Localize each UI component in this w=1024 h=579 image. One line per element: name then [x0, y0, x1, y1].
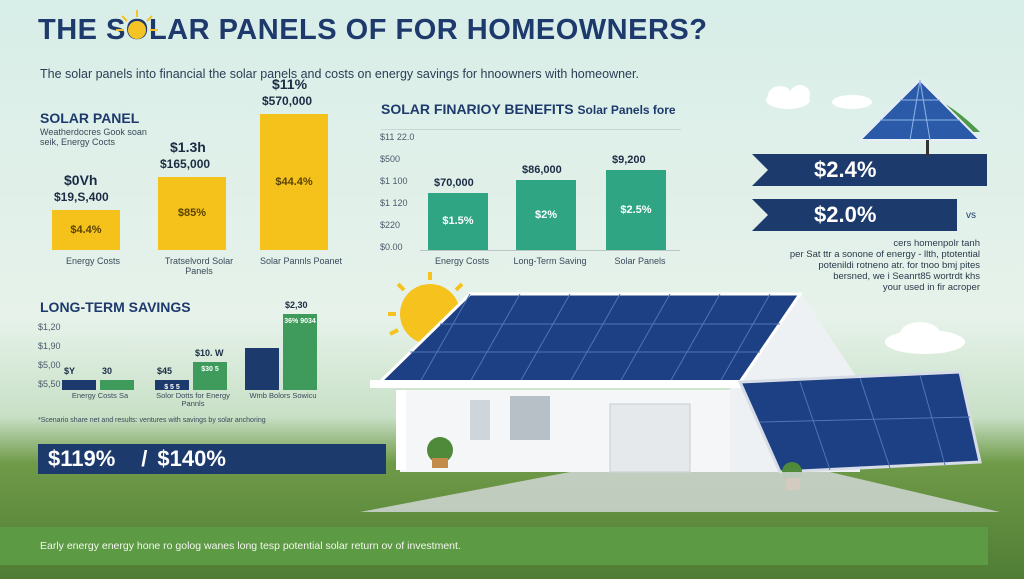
bar-top-label: $10. W	[195, 347, 224, 358]
y-tick-label: $1,20	[38, 322, 61, 332]
y-tick-label: $1,90	[38, 341, 61, 351]
x-tick-label: Solar Panels	[614, 256, 666, 266]
x-tick-label: Energy Costs	[434, 256, 490, 266]
y-tick-label: $1 120	[380, 198, 408, 208]
y-tick-label: $5,50	[38, 379, 61, 389]
y-tick-label: $0.00	[380, 242, 403, 252]
stat-banner-1: $2.4%	[752, 154, 987, 186]
bar-top-label: $19,S,400	[54, 190, 109, 204]
sun-icon	[116, 10, 158, 39]
bar-top-label: $2,30	[285, 300, 308, 311]
stat-banner-2-value: $2.0%	[814, 202, 877, 227]
y-tick-label: $220	[380, 220, 401, 230]
bar-top-label: 30	[102, 366, 113, 376]
bar-long-term-0-0	[62, 380, 96, 390]
bar-long-term-1-2: 36% 9034	[283, 314, 317, 390]
footer-banner: Early energy energy hone ro golog wanes …	[0, 527, 988, 565]
x-tick-label: Solar Pannls Poanet	[259, 256, 343, 266]
bar-long-term-1-1: $30 5	[193, 361, 227, 390]
savings-banner-a: $119%	[48, 446, 116, 471]
bar-top-label: $1.3h	[170, 138, 206, 155]
solar-panel-chart: $4.4% $0Vh $19,S,400 $85% $1.3h $165,000 $44.4…	[40, 76, 350, 280]
x-tick-label: Energy Costs Sa	[71, 391, 129, 400]
bar-top-label: $86,000	[522, 163, 562, 176]
bar-top-label: $Y	[64, 366, 76, 376]
roof-illustration	[766, 78, 983, 156]
savings-banner-b: $140%	[157, 446, 226, 471]
right-caption-line: your used in fir acroper	[882, 282, 980, 293]
y-tick-label: $11 22.0	[380, 132, 415, 142]
x-tick-label: Energy Costs	[65, 256, 121, 266]
bar-long-term-1-0	[100, 380, 134, 390]
bar-finance-2: $2.5%	[606, 170, 666, 250]
cloud-icon	[766, 85, 872, 109]
bar-long-term-0-1: $ 5 5	[155, 380, 189, 391]
stat-banner-2: $2.0%	[752, 199, 957, 231]
stat-banner-2-vs: vs	[966, 210, 976, 221]
bar-top-label: $45	[157, 366, 173, 376]
bar-finance-1: $2%	[516, 179, 576, 250]
bar-top-label: $11%	[272, 75, 308, 92]
house-illustration	[360, 272, 1000, 512]
y-tick-label: $5,00	[38, 360, 61, 370]
long-term-heading: LONG-TERM SAVINGS	[40, 299, 191, 315]
y-tick-label: $500	[380, 154, 401, 164]
long-term-footnote: *Scenario share net and results: venture…	[38, 417, 266, 424]
bar-solar-panel-1: $85%	[158, 176, 226, 250]
bar-long-term-0-2	[245, 347, 279, 390]
bar-solar-panel-0: $4.4%	[52, 210, 120, 250]
right-caption-line: bersned, we i Seanrt85 wortrdt khs	[833, 271, 980, 282]
savings-banner: $119% / $140%	[38, 444, 386, 474]
bar-top-label: $70,000	[434, 176, 474, 189]
right-caption-line: potenildi rotneno atr. for tnoo bmj pite…	[818, 260, 980, 271]
bar-finance-0: $1.5%	[428, 192, 488, 250]
bar-solar-panel-2: $44.4%	[260, 113, 328, 250]
finance-heading: SOLAR FINARIOY BENEFITS Solar Panels for…	[381, 101, 676, 117]
x-tick-label: Wmb Bolors Sowicu	[249, 391, 317, 400]
bar-top-label: $165,000	[160, 156, 211, 171]
bar-top-label: $0Vh	[64, 172, 98, 188]
right-caption-line: cers homenpolr tanh	[893, 238, 980, 249]
solar-panel-heading: SOLAR PANEL	[40, 110, 140, 126]
right-caption: cers homenpolr tanh per Sat ttr a sonone…	[740, 238, 980, 293]
page-subtitle: The solar panels into financial the sola…	[40, 67, 639, 81]
solar-panel-note: Weatherdocres Gook soan seik, Energy Coc…	[40, 127, 147, 147]
y-tick-label: $1 100	[380, 176, 408, 186]
savings-banner-sep: /	[141, 446, 148, 471]
finance-chart: $11 22.0 $500 $1 100 $1 120 $220 $0.00 $1.5% $7…	[380, 110, 690, 270]
finance-heading-suffix: Solar Panels fore	[577, 103, 676, 117]
stat-banner-1-vs: vs	[967, 164, 977, 175]
x-axis	[420, 250, 680, 251]
bar-top-label: $570,000	[262, 93, 313, 108]
x-tick-label: Tratselvord Solar Panels	[164, 256, 234, 276]
right-caption-line: per Sat ttr a sonone of energy - llth, p…	[789, 249, 980, 260]
x-tick-label: Long-Term Saving	[513, 256, 587, 266]
long-term-chart: $1,20 $1,90 $5,00 $5,50$Y $ 5 5 $45 Energy Cos…	[30, 292, 340, 422]
stat-banner-1-value: $2.4%	[814, 157, 877, 182]
bar-top-label: $9,200	[612, 154, 646, 167]
finance-heading-text: SOLAR FINARIOY BENEFITS	[381, 101, 574, 117]
x-tick-label: Solor Dotts for Energy Pannls	[156, 391, 230, 408]
